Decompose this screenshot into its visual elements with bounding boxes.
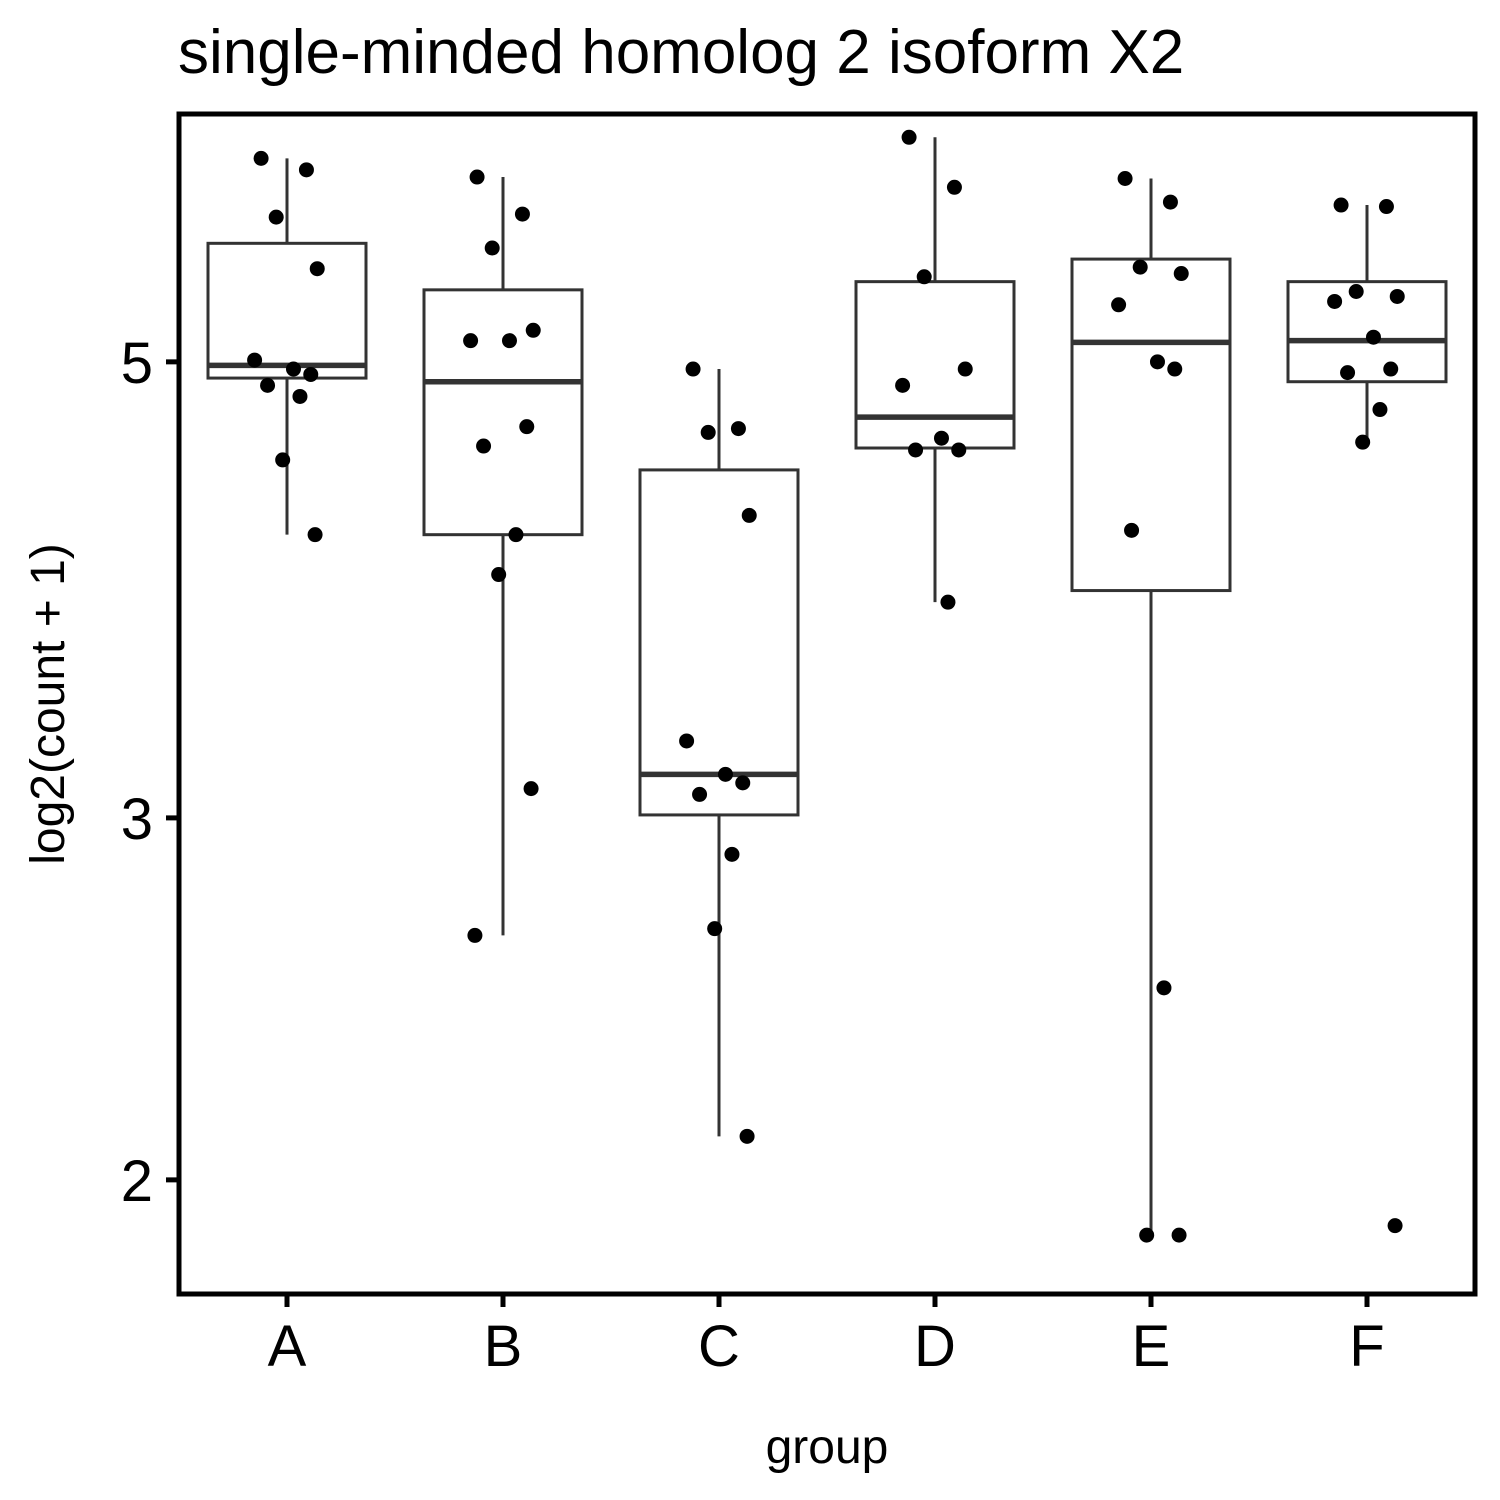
data-point — [484, 240, 500, 256]
points-group-e — [1111, 170, 1189, 1243]
data-point — [730, 421, 746, 437]
data-point — [1327, 293, 1343, 309]
data-point — [951, 442, 967, 458]
data-point — [467, 927, 483, 943]
x-tick-label: F — [1349, 1314, 1384, 1379]
data-point — [525, 322, 541, 338]
data-point — [717, 766, 733, 782]
data-point — [1378, 199, 1394, 215]
data-point — [933, 430, 949, 446]
x-axis-title: group — [766, 1421, 889, 1474]
data-point — [491, 567, 507, 583]
data-point — [298, 162, 314, 178]
data-point — [679, 733, 695, 749]
x-tick-label: A — [268, 1314, 307, 1379]
points-group-c — [679, 361, 757, 1144]
data-point — [700, 424, 716, 440]
chart-axes: 2 3 5 A B C D E F — [121, 331, 1385, 1379]
data-point — [1167, 361, 1183, 377]
y-tick-label: 2 — [121, 1149, 153, 1214]
data-point — [508, 527, 524, 543]
data-point — [946, 179, 962, 195]
data-point — [268, 209, 284, 225]
data-point — [1132, 259, 1148, 275]
data-point — [514, 206, 530, 222]
data-point — [1173, 266, 1189, 282]
box-group-d — [854, 137, 1016, 603]
data-point — [275, 452, 291, 468]
chart-marks — [206, 129, 1448, 1243]
box-group-e — [1070, 178, 1232, 1236]
data-point — [741, 507, 757, 523]
data-point — [1389, 288, 1405, 304]
data-point — [292, 388, 308, 404]
data-point — [1340, 365, 1356, 381]
data-point — [1355, 434, 1371, 450]
data-point — [1171, 1227, 1187, 1243]
data-point — [519, 419, 535, 435]
box-iqr — [854, 280, 1016, 450]
plot-panel-border — [176, 111, 1478, 1297]
data-point — [735, 775, 751, 791]
chart-title: single-minded homolog 2 isoform X2 — [178, 18, 1184, 87]
data-point — [940, 594, 956, 610]
box-iqr — [422, 288, 584, 537]
data-point — [1387, 1218, 1403, 1234]
data-point — [303, 366, 319, 382]
y-tick-label: 5 — [121, 331, 153, 396]
data-point — [501, 333, 517, 349]
data-point — [908, 442, 924, 458]
points-group-b — [463, 169, 541, 943]
data-point — [1162, 194, 1178, 210]
data-point — [739, 1128, 755, 1144]
data-point — [685, 361, 701, 377]
data-point — [957, 361, 973, 377]
data-point — [523, 781, 539, 797]
points-group-d — [895, 129, 973, 610]
y-axis-title: log2(count + 1) — [22, 543, 75, 865]
data-point — [253, 150, 269, 166]
data-point — [895, 377, 911, 393]
data-point — [285, 361, 301, 377]
data-point — [1333, 197, 1349, 213]
data-point — [901, 129, 917, 145]
x-tick-label: D — [914, 1314, 956, 1379]
data-point — [1149, 354, 1165, 370]
x-tick-label: C — [698, 1314, 740, 1379]
data-point — [1111, 297, 1127, 313]
data-point — [916, 269, 932, 285]
data-point — [1348, 283, 1364, 299]
data-point — [463, 333, 479, 349]
box-group-a — [206, 158, 368, 535]
box-iqr — [1070, 257, 1232, 593]
data-point — [692, 786, 708, 802]
box-iqr — [206, 241, 368, 380]
data-point — [307, 527, 323, 543]
box-iqr — [638, 468, 800, 817]
points-group-a — [247, 150, 325, 543]
points-group-f — [1327, 197, 1405, 1234]
data-point — [1124, 522, 1140, 538]
data-point — [1365, 329, 1381, 345]
data-point — [1156, 980, 1172, 996]
x-tick-label: E — [1132, 1314, 1171, 1379]
box-iqr — [1286, 280, 1448, 384]
data-point — [260, 377, 276, 393]
data-point — [1139, 1227, 1155, 1243]
box-group-b — [422, 177, 584, 936]
data-point — [707, 921, 723, 937]
data-point — [1372, 402, 1388, 418]
data-point — [476, 438, 492, 454]
data-point — [1117, 170, 1133, 186]
x-tick-label: B — [484, 1314, 523, 1379]
data-point — [469, 169, 485, 185]
data-point — [1383, 361, 1399, 377]
box-group-f — [1286, 205, 1448, 443]
data-point — [724, 846, 740, 862]
data-point — [309, 261, 325, 277]
data-point — [247, 352, 263, 368]
y-tick-label: 3 — [121, 787, 153, 852]
